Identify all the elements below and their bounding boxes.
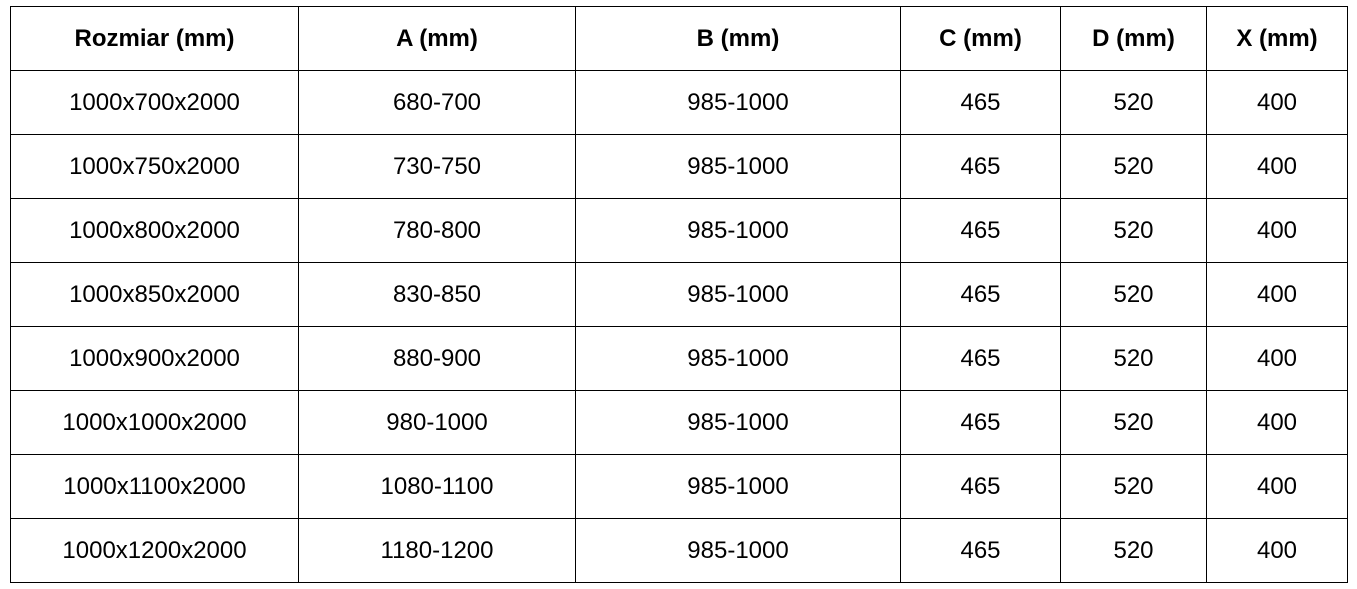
column-header: A (mm)	[298, 6, 576, 71]
table-cell: 465	[900, 518, 1061, 583]
table-cell: 400	[1206, 262, 1348, 327]
table-cell: 520	[1060, 198, 1207, 263]
table-cell: 985-1000	[575, 326, 901, 391]
table-cell: 780-800	[298, 198, 576, 263]
table-row: 1000x1100x2000 1080-1100 985-1000 465 520 400	[10, 454, 1348, 519]
table-cell: 400	[1206, 70, 1348, 135]
table-cell: 830-850	[298, 262, 576, 327]
column-header: C (mm)	[900, 6, 1061, 71]
table-cell: 680-700	[298, 70, 576, 135]
table-cell: 1000x1200x2000	[10, 518, 299, 583]
column-header: D (mm)	[1060, 6, 1207, 71]
table-row: 1000x800x2000 780-800 985-1000 465 520 400	[10, 198, 1348, 263]
table-cell: 520	[1060, 518, 1207, 583]
table-cell: 1080-1100	[298, 454, 576, 519]
table-cell: 1000x900x2000	[10, 326, 299, 391]
table-cell: 465	[900, 454, 1061, 519]
table-cell: 465	[900, 198, 1061, 263]
table-cell: 400	[1206, 198, 1348, 263]
header-row: Rozmiar (mm) A (mm) B (mm) C (mm) D (mm) X (m…	[10, 6, 1348, 71]
table-cell: 1180-1200	[298, 518, 576, 583]
table-cell: 985-1000	[575, 70, 901, 135]
table-cell: 1000x750x2000	[10, 134, 299, 199]
table-cell: 980-1000	[298, 390, 576, 455]
column-header: X (mm)	[1206, 6, 1348, 71]
column-header: B (mm)	[575, 6, 901, 71]
table-cell: 985-1000	[575, 454, 901, 519]
table-cell: 730-750	[298, 134, 576, 199]
table-row: 1000x1200x2000 1180-1200 985-1000 465 520 400	[10, 518, 1348, 583]
table-cell: 1000x1100x2000	[10, 454, 299, 519]
table-cell: 520	[1060, 134, 1207, 199]
table-cell: 400	[1206, 454, 1348, 519]
table-cell: 985-1000	[575, 198, 901, 263]
table-cell: 520	[1060, 262, 1207, 327]
table-row: 1000x750x2000 730-750 985-1000 465 520 400	[10, 134, 1348, 199]
table-cell: 520	[1060, 390, 1207, 455]
table-cell: 465	[900, 70, 1061, 135]
table-cell: 465	[900, 262, 1061, 327]
table-cell: 400	[1206, 326, 1348, 391]
table-cell: 1000x700x2000	[10, 70, 299, 135]
table-cell: 520	[1060, 326, 1207, 391]
table-cell: 985-1000	[575, 262, 901, 327]
table-cell: 985-1000	[575, 390, 901, 455]
table-cell: 520	[1060, 70, 1207, 135]
table-cell: 880-900	[298, 326, 576, 391]
table-cell: 400	[1206, 518, 1348, 583]
table-cell: 465	[900, 134, 1061, 199]
table-cell: 985-1000	[575, 518, 901, 583]
table-cell: 1000x1000x2000	[10, 390, 299, 455]
table-cell: 985-1000	[575, 134, 901, 199]
table-row: 1000x700x2000 680-700 985-1000 465 520 400	[10, 70, 1348, 135]
table-cell: 400	[1206, 390, 1348, 455]
table-cell: 520	[1060, 454, 1207, 519]
column-header: Rozmiar (mm)	[10, 6, 299, 71]
table-row: 1000x900x2000 880-900 985-1000 465 520 400	[10, 326, 1348, 391]
table-cell: 465	[900, 390, 1061, 455]
table-row: 1000x850x2000 830-850 985-1000 465 520 400	[10, 262, 1348, 327]
table-cell: 465	[900, 326, 1061, 391]
table-cell: 1000x800x2000	[10, 198, 299, 263]
table-body: 1000x700x2000 680-700 985-1000 465 520 400 100…	[10, 70, 1348, 583]
table-row: 1000x1000x2000 980-1000 985-1000 465 520 400	[10, 390, 1348, 455]
table-cell: 1000x850x2000	[10, 262, 299, 327]
table-cell: 400	[1206, 134, 1348, 199]
dimensions-table: Rozmiar (mm) A (mm) B (mm) C (mm) D (mm) X (m…	[10, 6, 1348, 583]
